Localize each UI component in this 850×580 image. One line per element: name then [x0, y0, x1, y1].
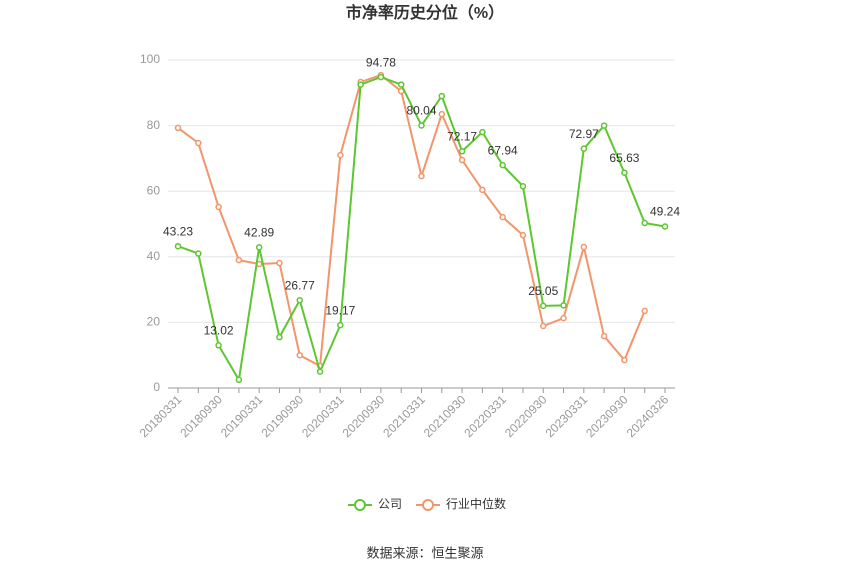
x-tick-label: 20200331 [299, 392, 347, 440]
point [255, 244, 263, 251]
x-tick-label: 20210331 [380, 392, 428, 440]
chart-title: 市净率历史分位（%） [346, 3, 504, 22]
point [357, 81, 364, 88]
point [235, 376, 243, 384]
point [296, 351, 303, 359]
point [458, 148, 466, 155]
point [418, 122, 425, 129]
y-tick-label: 20 [147, 315, 161, 329]
x-tick-label: 20220331 [461, 392, 509, 440]
y-tick-label: 100 [140, 52, 160, 66]
point [418, 172, 425, 180]
point [600, 122, 608, 129]
source-note: 数据来源：恒生聚源 [366, 545, 483, 560]
x-tick-label: 20210930 [421, 392, 469, 440]
legend-label: 公司 [378, 497, 402, 511]
point [499, 213, 506, 221]
point [337, 151, 344, 159]
legend-marker [422, 499, 434, 511]
y-tick-label: 0 [153, 380, 160, 394]
point [276, 333, 283, 341]
data-label: 19.17 [325, 303, 355, 317]
point [641, 307, 648, 315]
x-tick-label: 20230331 [543, 392, 591, 440]
data-label: 43.23 [163, 224, 193, 238]
point [661, 223, 669, 230]
data-label: 67.94 [488, 143, 518, 157]
point [540, 322, 547, 330]
point [215, 342, 222, 349]
point [560, 302, 567, 309]
data-label: 49.24 [650, 205, 680, 219]
point [458, 156, 466, 164]
x-tick-label: 20190930 [258, 392, 306, 440]
x-tick-label: 20180930 [177, 392, 225, 440]
point [235, 256, 243, 264]
data-label: 25.05 [528, 284, 558, 298]
x-tick-label: 20220930 [502, 392, 550, 440]
x-tick-label: 20230930 [583, 392, 631, 440]
point [600, 332, 608, 340]
point [377, 73, 385, 81]
point [621, 356, 628, 364]
point [519, 183, 527, 190]
point [337, 321, 344, 329]
point [499, 161, 506, 169]
legend-item: 行业中位数 [416, 496, 506, 511]
point [519, 231, 527, 239]
legend-label: 行业中位数 [446, 496, 506, 511]
data-label: 65.63 [609, 151, 639, 165]
x-tick-label: 20200930 [340, 392, 388, 440]
point [438, 110, 446, 118]
data-label: 13.02 [204, 323, 234, 337]
point [397, 81, 405, 88]
point [195, 250, 202, 257]
x-tick-label: 20240326 [624, 392, 672, 440]
data-label: 72.17 [447, 129, 477, 143]
point [174, 242, 182, 250]
point [316, 368, 324, 375]
data-label: 94.78 [366, 55, 396, 69]
point [580, 145, 588, 152]
point [621, 169, 628, 176]
y-tick-label: 80 [147, 118, 161, 132]
point [296, 296, 303, 304]
point [479, 186, 486, 194]
point [641, 219, 648, 227]
point [560, 314, 567, 322]
x-tick-label: 20190331 [218, 392, 266, 440]
point [479, 128, 486, 136]
legend-marker [354, 499, 366, 511]
legend-item: 公司 [348, 497, 402, 511]
x-tick-label: 20180331 [137, 392, 185, 440]
y-tick-label: 40 [147, 249, 161, 263]
data-label: 26.77 [285, 278, 315, 292]
data-label: 72.97 [569, 127, 599, 141]
point [174, 124, 182, 132]
point [580, 243, 588, 251]
point [195, 139, 202, 147]
data-label: 80.04 [406, 104, 436, 118]
point [438, 92, 446, 100]
y-tick-label: 60 [147, 183, 161, 197]
data-label: 42.89 [244, 225, 274, 239]
point [540, 302, 547, 310]
point [276, 259, 283, 267]
point [215, 203, 222, 211]
